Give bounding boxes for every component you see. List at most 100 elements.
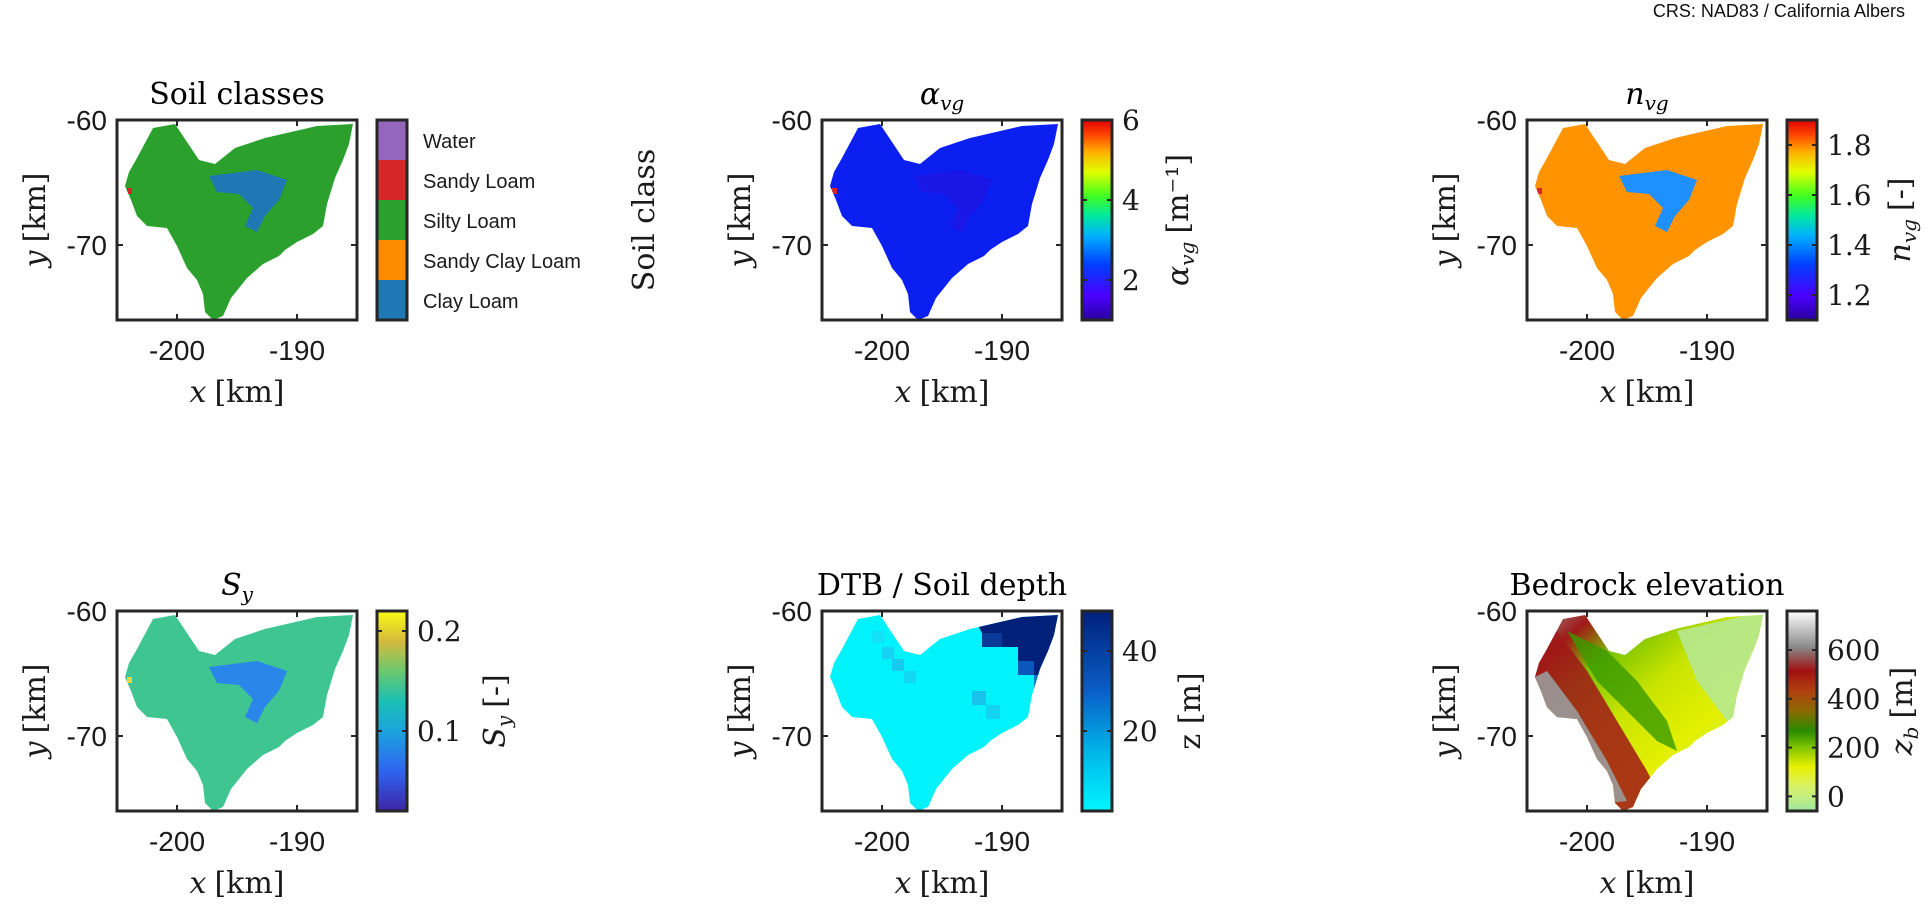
colorbar-tick-label: 1.6 [1827, 179, 1872, 212]
colorbar-label-zb: zb [m] [1885, 667, 1923, 756]
field-dominant [125, 615, 353, 811]
colorbar-box [1785, 609, 1819, 813]
colorbar-gradient [1787, 611, 1817, 811]
colorbar-box [1080, 609, 1114, 813]
legend-label-sandy-clay-loam: Sandy Clay Loam [423, 251, 581, 273]
y-tick-label: -70 [67, 721, 107, 752]
axes-box [115, 118, 359, 322]
title-sub: y [241, 582, 254, 606]
colorbar-tick-label: 4 [1122, 184, 1140, 217]
y-axis-label-unit: [km] [723, 173, 758, 243]
y-axis-label: y [km] [18, 173, 53, 270]
field-dominant-class [125, 124, 353, 320]
title-sub: vg [940, 91, 964, 115]
legend-soil-classes: Water Sandy Loam Silty Loam Sandy Clay L… [375, 118, 581, 322]
colorbar-tick-label: 40 [1122, 635, 1158, 668]
y-axis-label-var: y [18, 741, 53, 761]
colorbar-gradient [1082, 120, 1112, 320]
legend-box [375, 118, 409, 322]
panel-soil-depth: DTB / Soil depth -200 -190-60-70x [km]y[km… [723, 568, 1067, 901]
panel-title: DTB / Soil depth [817, 568, 1067, 603]
legend-label-water: Water [423, 131, 476, 153]
colorbar-tick-label: 1.8 [1827, 129, 1872, 162]
legend-swatch-sandy-loam [377, 160, 407, 200]
field-dominant [830, 124, 1058, 320]
colorbar-gradient [377, 611, 407, 811]
field-cell [1048, 689, 1058, 703]
x-axis-label-var: x [1600, 375, 1617, 410]
panel-n-vg: nvg -200 -190-60-70x [km]y[km] [1428, 77, 1769, 410]
colorbar-sy: 0.1 0.2 [375, 609, 462, 813]
x-axis-label-unit: [km] [919, 866, 989, 901]
field-deep-soil [970, 615, 1058, 689]
panel-sy: Sy -200 -190-60-70x [km]y[km] [18, 568, 359, 901]
x-tick-label: -190 [974, 826, 1030, 857]
cb-label-unit: [m⁻¹] [1161, 154, 1196, 234]
x-axis-label: x [km] [895, 375, 990, 410]
cb-label-sub: y [492, 715, 516, 728]
y-axis-label-unit: [km] [1428, 664, 1463, 734]
colorbar-tick-label: 600 [1827, 634, 1880, 667]
panel-alpha-vg: αvg -200 -190-60-70x [km]y[km] [723, 77, 1064, 410]
title-sub: vg [1645, 91, 1669, 115]
x-axis-label-unit: [km] [214, 866, 284, 901]
panel-soil-classes: Soil classes -200 -190-60-70x [km]y[km] [18, 77, 359, 410]
axis-ticks: -200 -190-60-70x [km]y[km] [18, 105, 357, 410]
x-axis-label-var: x [190, 866, 207, 901]
field-cell [1034, 675, 1048, 689]
title-main: n [1625, 77, 1644, 112]
cb-label-sub: b [1899, 727, 1923, 740]
field-outlier [127, 677, 132, 683]
y-axis-label-unit: [km] [18, 664, 53, 734]
y-tick-label: -60 [772, 596, 812, 627]
field-cell [904, 671, 916, 683]
x-axis-label-var: x [895, 375, 912, 410]
colorbar-box [1080, 118, 1114, 322]
x-axis-label-unit: [km] [1624, 866, 1694, 901]
colorbar-n-vg: 1.2 1.4 1.6 1.8 [1785, 118, 1872, 322]
cb-label-unit: [m] [1885, 667, 1920, 719]
field-cell [1018, 661, 1034, 675]
field-cell [872, 631, 884, 643]
colorbar-tick-label: 20 [1122, 715, 1158, 748]
x-tick-label: -190 [1679, 335, 1735, 366]
colorbar-tick-label: 6 [1122, 104, 1140, 137]
colorbar-tick-label: 400 [1827, 683, 1880, 716]
panel-title: Sy [221, 568, 254, 606]
y-tick-label: -60 [67, 596, 107, 627]
cb-label-unit: [-] [478, 674, 513, 708]
axes-box [820, 609, 1064, 813]
crs-note: CRS: NAD83 / California Albers [1653, 1, 1905, 21]
legend-label-clay-loam: Clay Loam [423, 291, 519, 313]
legend-label-silty-loam: Silty Loam [423, 211, 516, 233]
colorbar-box [375, 609, 409, 813]
x-tick-label: -200 [1559, 335, 1615, 366]
cb-label-main: n [1883, 243, 1918, 262]
y-axis-label-var: y [1428, 741, 1463, 761]
cb-label-main: z [1885, 739, 1920, 756]
x-tick-label: -190 [974, 335, 1030, 366]
x-tick-label: -190 [1679, 826, 1735, 857]
colorbar-tick-label: 1.2 [1827, 279, 1872, 312]
field-cell [986, 705, 1000, 719]
x-axis-label-var: x [895, 866, 912, 901]
panel-title: Bedrock elevation [1510, 568, 1785, 603]
title-main: S [221, 568, 242, 603]
y-axis-label-var: y [1428, 250, 1463, 270]
cb-label-sub: vg [1897, 219, 1921, 243]
panel-title: Soil classes [149, 77, 325, 112]
cb-label-unit: [-] [1883, 178, 1918, 212]
axes-box [1525, 609, 1769, 813]
colorbar-tick-label: 2 [1122, 264, 1140, 297]
panel-title: αvg [920, 77, 964, 115]
field-cell [972, 691, 986, 705]
cb-label-main: S [478, 727, 513, 748]
y-tick-label: -60 [1477, 596, 1517, 627]
colorbar-gradient [1787, 120, 1817, 320]
colorbar-label-alpha: αvg [m⁻¹] [1161, 154, 1199, 286]
y-axis-label: y [km] [1428, 664, 1463, 761]
field-clay-loam-patch [209, 170, 287, 232]
colorbar-bedrock: 0 200 400 600 [1785, 609, 1880, 813]
colorbar-tick-label: 1.4 [1827, 229, 1872, 262]
